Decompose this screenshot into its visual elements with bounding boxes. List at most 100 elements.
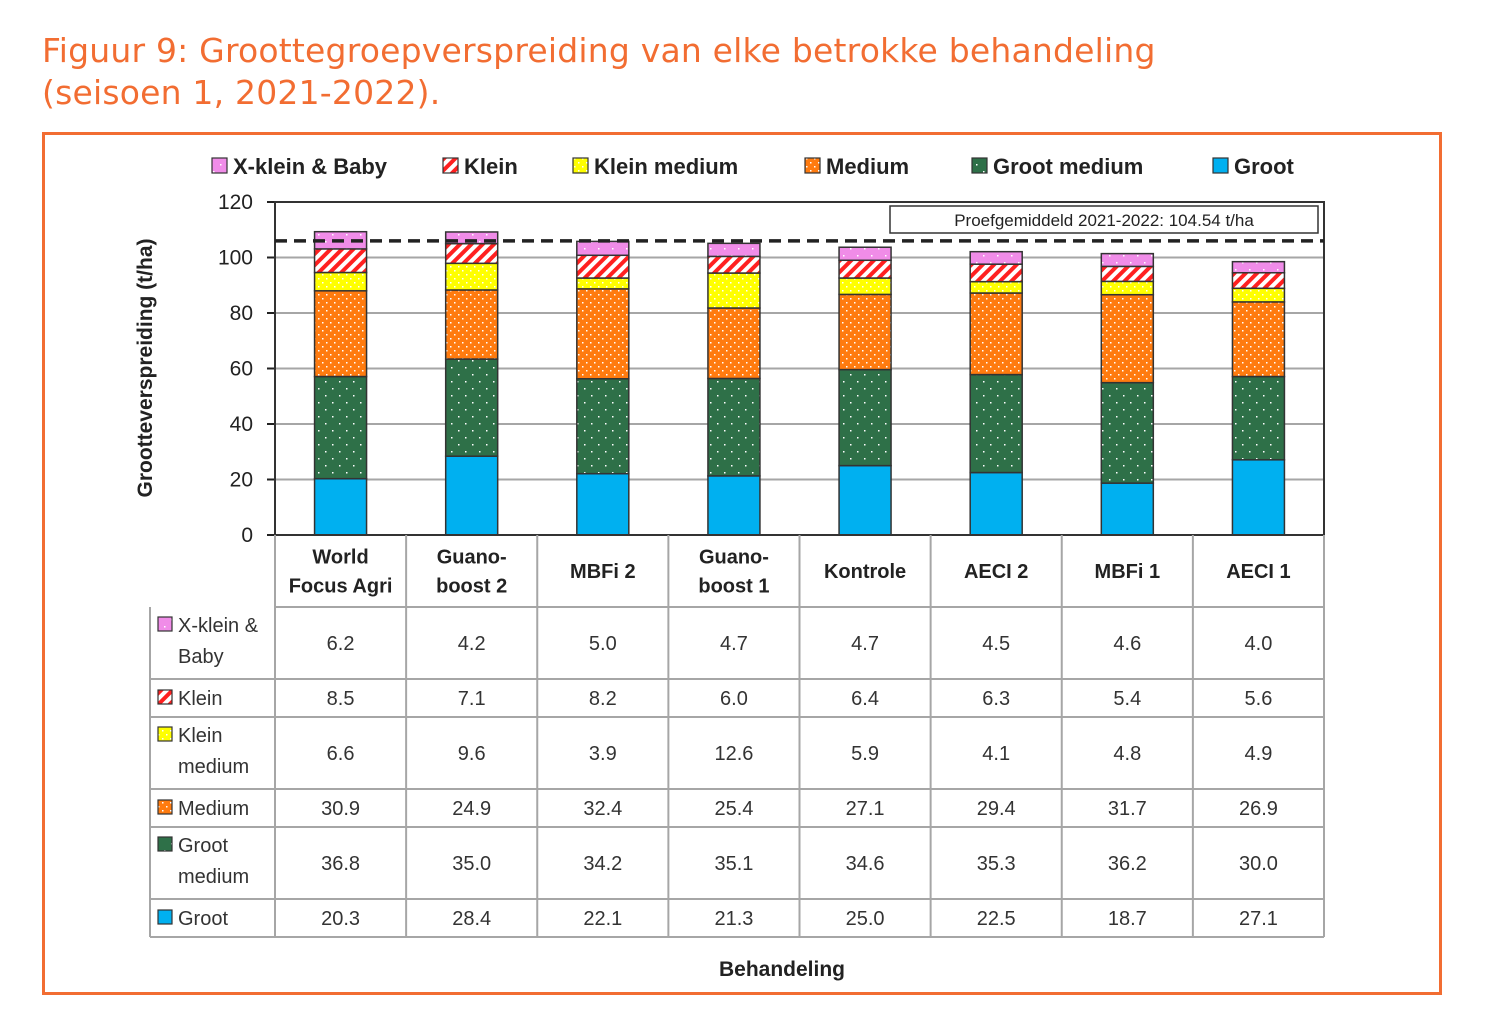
table-cell: 7.1 (458, 688, 486, 710)
legend-swatch-groot-medium (971, 157, 988, 174)
bar-segment-groot-medium (1100, 381, 1155, 484)
table-row-x-klein-baby: X-klein & Baby 6.2 4.2 5.0 4.7 4.7 4.5 4.6 4.0 (157, 615, 1273, 668)
bar-segment-groot (1100, 482, 1155, 536)
y-tick-label: 20 (230, 469, 253, 492)
bar-segment-x-klein-baby (1231, 260, 1286, 274)
legend-item-klein-medium: Klein medium (572, 154, 738, 179)
legend-swatch-x-klein-baby (211, 157, 228, 174)
category-label: boost 2 (436, 576, 507, 598)
table-cell: 4.6 (1113, 633, 1141, 655)
figure-title: Figuur 9: Groottegroepverspreiding van e… (42, 30, 1442, 114)
table-cell: 25.0 (846, 908, 885, 930)
bar-segment-groot (838, 464, 892, 536)
bar-segment-medium (576, 288, 630, 380)
bar-segment-klein-medium (969, 280, 1023, 294)
data-table: World Focus Agri Guano-boost 2 MBFi 2 Guano-… (149, 535, 1325, 938)
chart-frame (42, 132, 1442, 995)
bar-stack-guano-boost-2 (444, 231, 499, 536)
bar-stack-mbfi-2 (576, 240, 630, 536)
legend-item-groot: Groot (1212, 154, 1295, 179)
table-cell: 31.7 (1108, 798, 1147, 820)
bar-segment-groot (444, 455, 499, 536)
table-cell: 35.0 (452, 853, 491, 875)
bar-stack-guano-boost-1 (707, 242, 761, 536)
category-label: MBFi 2 (570, 561, 636, 583)
x-axis-title: Behandeling (719, 958, 845, 981)
legend-item-x-klein-baby: X-klein & Baby (211, 154, 388, 179)
bar-segment-groot-medium (969, 373, 1023, 474)
row-label: Klein (178, 688, 222, 710)
table-cell: 26.9 (1239, 798, 1278, 820)
y-tick-label: 60 (230, 358, 253, 381)
bar-segment-groot-medium (576, 378, 630, 475)
table-cell: 27.1 (846, 798, 885, 820)
category-label: Guano- (699, 547, 769, 569)
table-cell: 34.6 (846, 853, 885, 875)
table-cell: 24.9 (452, 798, 491, 820)
table-cell: 4.7 (720, 633, 748, 655)
bars (313, 230, 1286, 536)
bar-segment-klein (313, 248, 368, 274)
bar-segment-x-klein-baby (576, 240, 630, 257)
y-tick-label: 0 (241, 524, 253, 547)
row-swatch-medium (157, 799, 173, 815)
bar-segment-x-klein-baby (444, 231, 499, 245)
table-row-groot-medium: Groot medium 36.8 35.0 34.2 35.1 34.6 35.3 36.2 3… (157, 835, 1278, 888)
table-cell: 4.8 (1113, 743, 1141, 765)
table-cell: 9.6 (458, 743, 486, 765)
legend-label: Groot (1234, 154, 1295, 179)
bar-segment-medium (838, 293, 892, 371)
row-label: Baby (178, 646, 224, 668)
table-cell: 36.2 (1108, 853, 1147, 875)
reference-label-box (889, 205, 1319, 234)
bar-segment-klein-medium (1231, 287, 1286, 303)
bar-segment-groot-medium (707, 377, 761, 477)
bar-segment-klein-medium (1100, 280, 1155, 296)
table-cell: 4.7 (851, 633, 879, 655)
table-row-klein: Klein 8.5 7.1 8.2 6.0 6.4 6.3 5.4 5.6 (157, 688, 1273, 710)
bar-segment-groot (969, 471, 1023, 536)
legend-item-klein: Klein (442, 154, 518, 179)
table-cell: 4.1 (982, 743, 1010, 765)
bar-segment-x-klein-baby (707, 242, 761, 258)
row-label: Groot (178, 835, 228, 857)
row-label: Klein (178, 725, 222, 747)
table-cell: 4.9 (1245, 743, 1273, 765)
table-cell: 22.1 (583, 908, 622, 930)
table-cell: 6.3 (982, 688, 1010, 710)
table-cell: 18.7 (1108, 908, 1147, 930)
table-cell: 25.4 (714, 798, 753, 820)
y-axis-title: Grootteverspreiding (t/ha) (134, 238, 157, 497)
bar-segment-x-klein-baby (838, 246, 892, 262)
y-tick-label: 100 (218, 247, 253, 270)
table-cell: 8.5 (327, 688, 355, 710)
reference-line-group: Proefgemiddeld 2021-2022: 104.54 t/ha (275, 205, 1324, 243)
table-cell: 5.0 (589, 633, 617, 655)
bar-stack-world-focus-agri (313, 230, 368, 536)
bar-segment-klein-medium (313, 271, 368, 292)
bar-segment-medium (969, 292, 1023, 376)
bar-segment-klein (1100, 265, 1155, 283)
legend-swatch-klein (442, 157, 459, 174)
y-tick-label: 80 (230, 302, 253, 325)
row-label: X-klein & (178, 615, 259, 637)
bar-segment-medium (444, 289, 499, 360)
bar-segment-groot (576, 472, 630, 536)
table-cell: 6.6 (327, 743, 355, 765)
table-cell: 30.9 (321, 798, 360, 820)
table-cell: 4.0 (1245, 633, 1273, 655)
bar-segment-groot-medium (838, 368, 892, 467)
category-label: World (312, 547, 368, 569)
table-cell: 12.6 (714, 743, 753, 765)
row-label: Medium (178, 798, 249, 820)
figure-title-line-1: Figuur 9: Groottegroepverspreiding van e… (42, 31, 1156, 70)
bar-segment-klein (969, 263, 1023, 283)
figure-title-line-2: (seisoen 1, 2021-2022). (42, 73, 441, 112)
bar-segment-medium (313, 290, 368, 378)
table-cell: 5.6 (1245, 688, 1273, 710)
table-cell: 4.2 (458, 633, 486, 655)
legend-swatch-groot (1212, 157, 1229, 174)
table-cell: 3.9 (589, 743, 617, 765)
bar-segment-klein (576, 254, 630, 279)
